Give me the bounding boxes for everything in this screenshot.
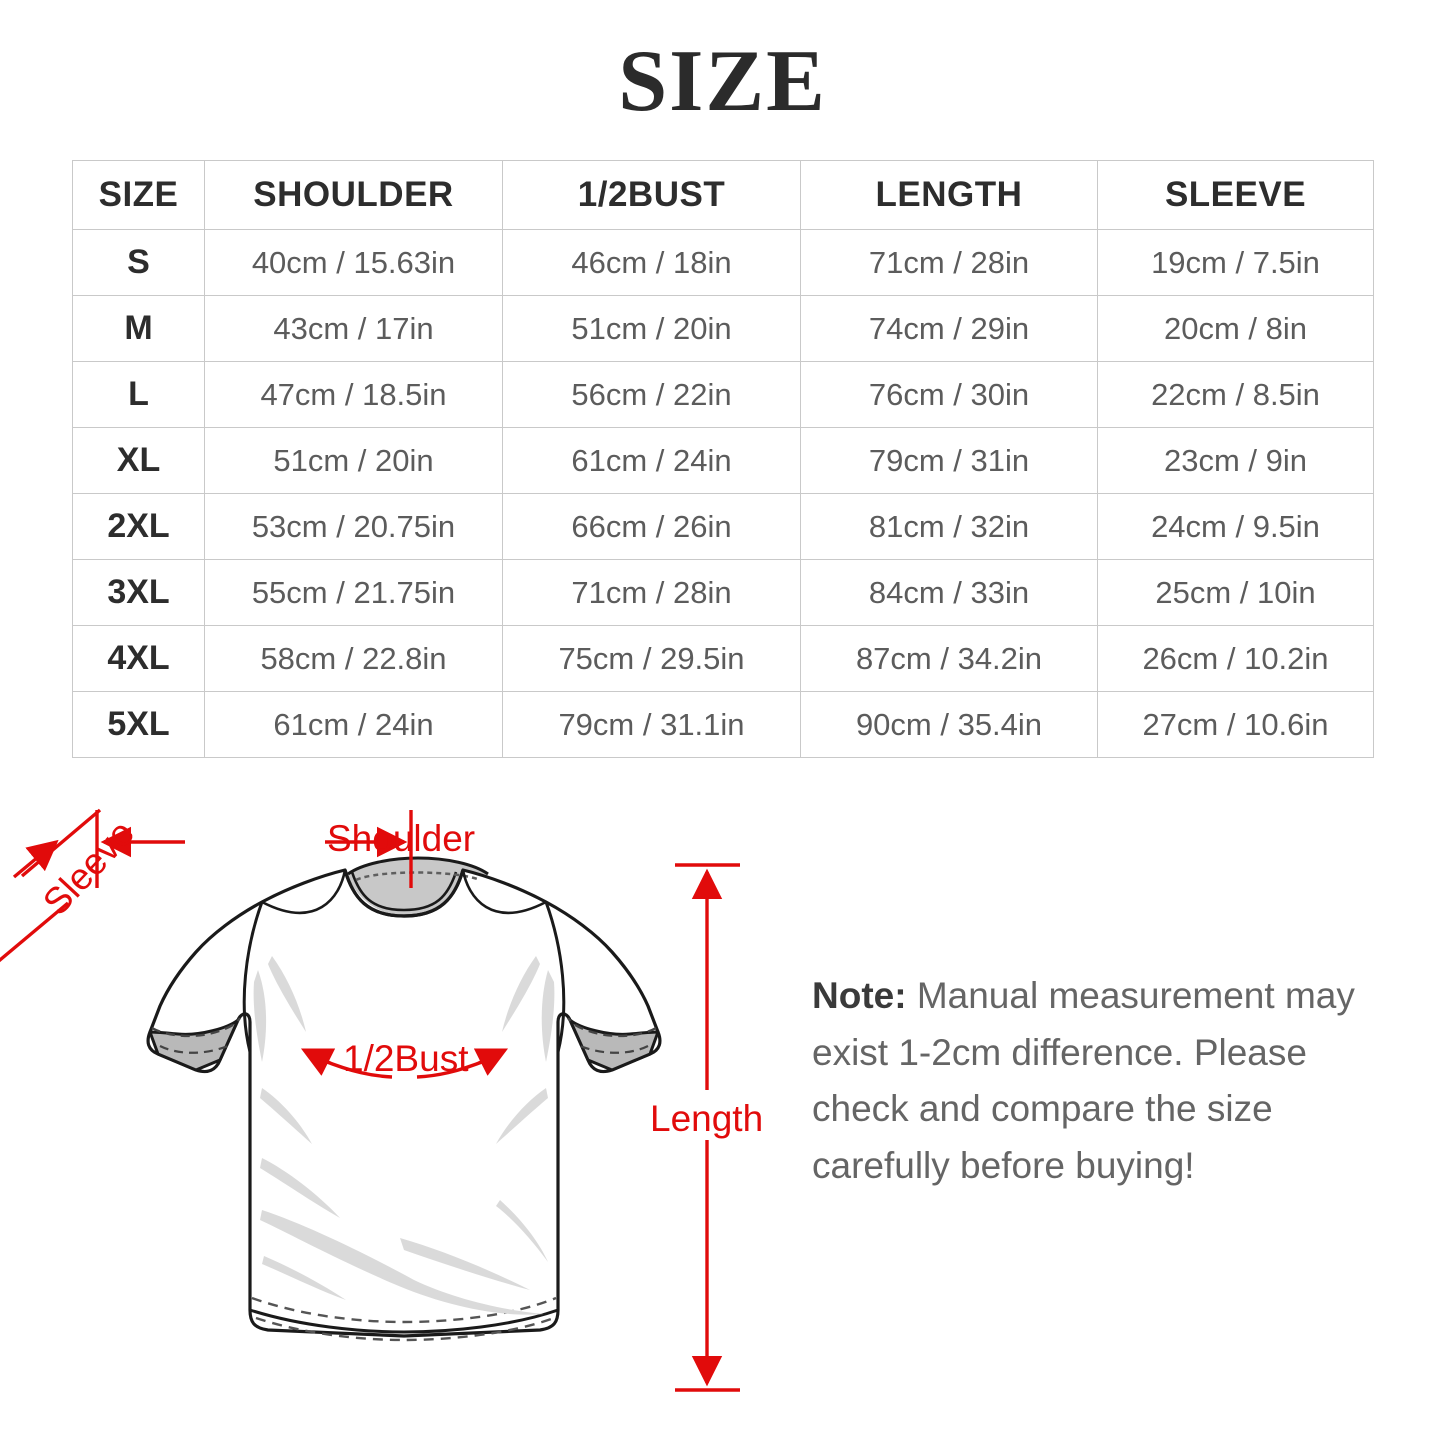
cell-shoulder: 51cm / 20in [204, 427, 503, 494]
cell-shoulder: 61cm / 24in [204, 691, 503, 758]
left-sleeve-hem-stitch-2 [159, 1044, 229, 1054]
page-title: SIZE [618, 33, 827, 130]
cell-sleeve: 24cm / 9.5in [1097, 493, 1374, 560]
cell-bust: 61cm / 24in [502, 427, 801, 494]
shoulder-label: Shoulder [327, 818, 476, 859]
cell-size: 3XL [72, 559, 205, 626]
left-armhole-seam [242, 901, 264, 1053]
cell-length: 79cm / 31in [800, 427, 1098, 494]
cell-size: L [72, 361, 205, 428]
cell-sleeve: 27cm / 10.6in [1097, 691, 1374, 758]
tshirt-illustration-svg [0, 808, 740, 1392]
sleeve-arrow-up [12, 839, 59, 879]
table-row: 4XL 58cm / 22.8in 75cm / 29.5in 87cm / 3… [72, 625, 1374, 692]
cell-size: 2XL [72, 493, 205, 560]
cell-sleeve: 20cm / 8in [1097, 295, 1374, 362]
tshirt-garment [146, 856, 662, 1342]
bottom-hem-edge [249, 1308, 559, 1334]
cell-size: XL [72, 427, 205, 494]
cell-sleeve: 22cm / 8.5in [1097, 361, 1374, 428]
neck-tape-stitch [355, 871, 481, 882]
cell-length: 87cm / 34.2in [800, 625, 1098, 692]
left-sleeve-hem-stitch-1 [151, 1017, 241, 1038]
column-header-size: SIZE [72, 160, 205, 230]
tshirt-body-outline [146, 868, 662, 1338]
table-header-row: SIZE SHOULDER 1/2BUST LENGTH SLEEVE [72, 160, 1374, 230]
halfbust-arrow-left-head [300, 1048, 336, 1076]
table-row: 5XL 61cm / 24in 79cm / 31.1in 90cm / 35.… [72, 691, 1374, 758]
cell-size: S [72, 229, 205, 296]
cell-sleeve: 25cm / 10in [1097, 559, 1374, 626]
right-sleeve-hem-stitch-1 [567, 1017, 657, 1038]
sleeve-measure-arrow [0, 808, 102, 963]
cell-size: 5XL [72, 691, 205, 758]
table-row: 3XL 55cm / 21.75in 71cm / 28in 84cm / 33… [72, 559, 1374, 626]
collar-outer-edge [343, 869, 465, 918]
cell-size: 4XL [72, 625, 205, 692]
note-block: Note: Manual measurement may exist 1-2cm… [812, 968, 1392, 1194]
size-chart-table: SIZE SHOULDER 1/2BUST LENGTH SLEEVE S 40… [72, 160, 1374, 758]
halfbust-arrow-right-head [473, 1048, 509, 1076]
bottom-hem-stitch-2 [255, 1316, 555, 1342]
table-row: 2XL 53cm / 20.75in 66cm / 26in 81cm / 32… [72, 493, 1374, 560]
table-head: SIZE SHOULDER 1/2BUST LENGTH SLEEVE [72, 160, 1374, 230]
cell-bust: 75cm / 29.5in [502, 625, 801, 692]
cell-size: M [72, 295, 205, 362]
left-shoulder-seam [261, 869, 347, 915]
cell-length: 76cm / 30in [800, 361, 1098, 428]
note-prefix: Note: [812, 975, 907, 1016]
cell-bust: 51cm / 20in [502, 295, 801, 362]
cell-length: 84cm / 33in [800, 559, 1098, 626]
right-shoulder-seam [461, 869, 547, 915]
cell-bust: 46cm / 18in [502, 229, 801, 296]
column-header-shoulder: SHOULDER [204, 160, 503, 230]
shoulder-measure-arrow [95, 810, 413, 888]
table-row: XL 51cm / 20in 61cm / 24in 79cm / 31in 2… [72, 427, 1374, 494]
cell-sleeve: 23cm / 9in [1097, 427, 1374, 494]
column-header-length: LENGTH [800, 160, 1098, 230]
cell-shoulder: 55cm / 21.75in [204, 559, 503, 626]
cell-shoulder: 43cm / 17in [204, 295, 503, 362]
cell-length: 90cm / 35.4in [800, 691, 1098, 758]
cell-shoulder: 58cm / 22.8in [204, 625, 503, 692]
table-body: S 40cm / 15.63in 46cm / 18in 71cm / 28in… [72, 229, 1374, 758]
cell-sleeve: 26cm / 10.2in [1097, 625, 1374, 692]
cell-bust: 56cm / 22in [502, 361, 801, 428]
collar-inner-edge [350, 871, 458, 912]
length-measure-arrow [675, 863, 740, 1392]
cell-bust: 79cm / 31.1in [502, 691, 801, 758]
cell-shoulder: 40cm / 15.63in [204, 229, 503, 296]
measurement-diagram: Shoulder 1/2Bust Sleeve Length [0, 770, 800, 1430]
column-header-sleeve: SLEEVE [1097, 160, 1374, 230]
cell-shoulder: 53cm / 20.75in [204, 493, 503, 560]
fabric-fold-shadows [253, 956, 555, 1315]
size-chart-table-container: SIZE SHOULDER 1/2BUST LENGTH SLEEVE S 40… [72, 160, 1374, 758]
note-text: Manual measurement may exist 1-2cm diffe… [812, 975, 1355, 1186]
length-label: Length [650, 1098, 764, 1139]
table-row: M 43cm / 17in 51cm / 20in 74cm / 29in 20… [72, 295, 1374, 362]
table-row: S 40cm / 15.63in 46cm / 18in 71cm / 28in… [72, 229, 1374, 296]
cell-length: 81cm / 32in [800, 493, 1098, 560]
cell-sleeve: 19cm / 7.5in [1097, 229, 1374, 296]
halfbust-label: 1/2Bust [343, 1038, 469, 1079]
cell-bust: 71cm / 28in [502, 559, 801, 626]
back-neck-edge [347, 856, 489, 876]
right-armhole-seam [544, 901, 566, 1053]
right-sleeve-hem-stitch-2 [579, 1044, 649, 1054]
sleeve-tick-lower [0, 901, 70, 963]
table-row: L 47cm / 18.5in 56cm / 22in 76cm / 30in … [72, 361, 1374, 428]
cell-length: 71cm / 28in [800, 229, 1098, 296]
halfbust-measure-arrow [300, 1048, 509, 1079]
cell-length: 74cm / 29in [800, 295, 1098, 362]
column-header-bust: 1/2BUST [502, 160, 801, 230]
cell-bust: 66cm / 26in [502, 493, 801, 560]
cell-shoulder: 47cm / 18.5in [204, 361, 503, 428]
